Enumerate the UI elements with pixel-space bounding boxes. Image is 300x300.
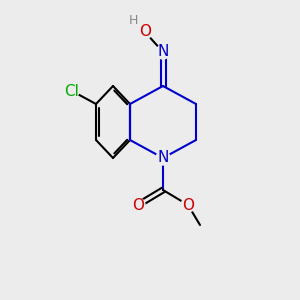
Text: O: O (132, 197, 144, 212)
Text: Cl: Cl (64, 83, 80, 98)
Text: O: O (139, 25, 151, 40)
Circle shape (131, 198, 145, 212)
Text: N: N (157, 151, 169, 166)
Circle shape (126, 14, 140, 28)
Circle shape (156, 151, 170, 165)
Text: N: N (157, 44, 169, 59)
Circle shape (156, 45, 170, 59)
Text: O: O (182, 197, 194, 212)
Text: H: H (128, 14, 138, 28)
Circle shape (138, 25, 152, 39)
Circle shape (65, 84, 79, 98)
Circle shape (181, 198, 195, 212)
